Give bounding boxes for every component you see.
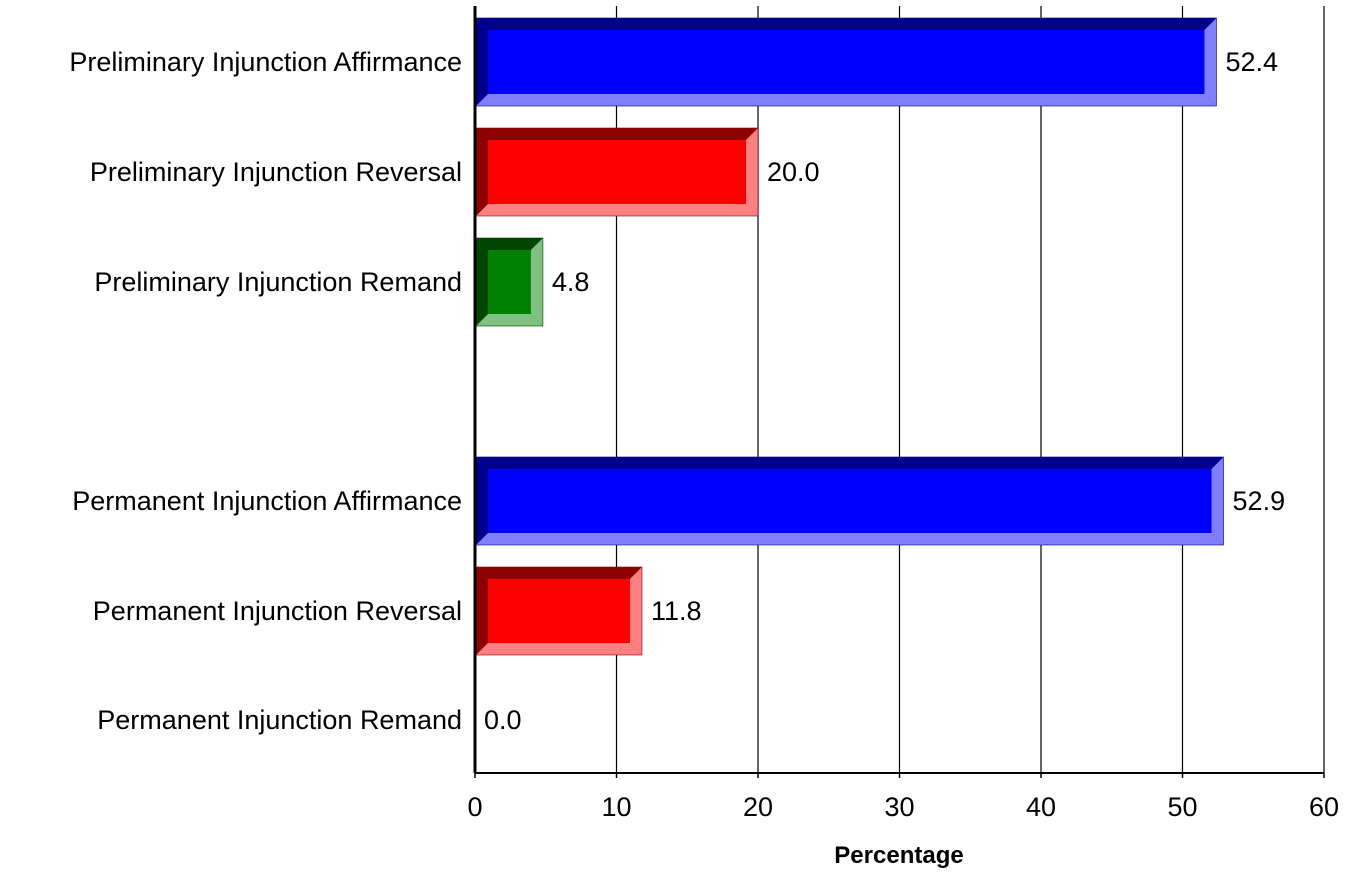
x-tick-label-20: 20 <box>743 792 773 822</box>
bar-face-permanent-injunction-affirmance <box>476 457 1224 545</box>
bar-bevel-bottom-preliminary-injunction-reversal <box>476 204 758 216</box>
gridlines <box>615 6 1325 773</box>
bar-bevel-right-permanent-injunction-reversal <box>629 567 642 655</box>
bar-face-preliminary-injunction-reversal <box>476 128 758 216</box>
bar-bevel-left-preliminary-injunction-reversal <box>476 128 488 216</box>
bars <box>475 17 1224 656</box>
x-tick-label-40: 40 <box>1026 792 1056 822</box>
category-label-permanent-injunction-reversal: Permanent Injunction Reversal <box>93 596 462 626</box>
bar-bevel-top-preliminary-injunction-reversal <box>476 128 758 140</box>
value-label-permanent-injunction-remand: 0.0 <box>484 705 522 735</box>
category-label-preliminary-injunction-affirmance: Preliminary Injunction Affirmance <box>69 47 462 77</box>
bar-bevel-bottom-permanent-injunction-affirmance <box>476 533 1224 545</box>
bar-bevel-left-preliminary-injunction-remand <box>476 238 488 326</box>
category-label-permanent-injunction-affirmance: Permanent Injunction Affirmance <box>72 486 462 516</box>
value-label-permanent-injunction-affirmance: 52.9 <box>1233 486 1286 516</box>
value-label-preliminary-injunction-remand: 4.8 <box>552 267 590 297</box>
x-tick-label-10: 10 <box>601 792 631 822</box>
category-label-permanent-injunction-remand: Permanent Injunction Remand <box>97 705 462 735</box>
bar-bevel-right-preliminary-injunction-remand <box>530 238 543 326</box>
bar-bevel-left-permanent-injunction-reversal <box>476 567 488 655</box>
bar-bevel-bottom-preliminary-injunction-remand <box>476 314 543 326</box>
bar-bevel-left-permanent-injunction-affirmance <box>476 457 488 545</box>
bar-bevel-right-preliminary-injunction-affirmance <box>1204 18 1217 106</box>
axes <box>473 6 1325 778</box>
bar-permanent-injunction-affirmance <box>475 456 1224 546</box>
x-tick-label-60: 60 <box>1309 792 1339 822</box>
category-label-preliminary-injunction-reversal: Preliminary Injunction Reversal <box>90 157 462 187</box>
bar-bevel-left-preliminary-injunction-affirmance <box>476 18 488 106</box>
bar-permanent-injunction-reversal <box>475 566 643 656</box>
bar-face-permanent-injunction-reversal <box>476 567 642 655</box>
bar-face-preliminary-injunction-affirmance <box>476 18 1217 106</box>
bar-bevel-bottom-permanent-injunction-reversal <box>476 643 642 655</box>
bar-bevel-top-preliminary-injunction-remand <box>476 238 543 250</box>
x-tick-label-50: 50 <box>1167 792 1197 822</box>
value-label-permanent-injunction-reversal: 11.8 <box>651 596 702 626</box>
value-label-preliminary-injunction-affirmance: 52.4 <box>1225 47 1278 77</box>
bar-bevel-bottom-preliminary-injunction-affirmance <box>476 94 1217 106</box>
labels: 0 10 20 30 40 50 60 Preliminary Injunction Affi… <box>69 47 1339 822</box>
x-tick-label-30: 30 <box>884 792 914 822</box>
bar-bevel-top-permanent-injunction-affirmance <box>476 457 1224 469</box>
bar-bevel-right-preliminary-injunction-reversal <box>746 128 758 216</box>
bar-preliminary-injunction-remand <box>475 237 544 327</box>
bar-bevel-top-permanent-injunction-reversal <box>476 567 642 579</box>
category-label-preliminary-injunction-remand: Preliminary Injunction Remand <box>94 267 462 297</box>
bar-bevel-right-permanent-injunction-affirmance <box>1211 457 1224 545</box>
x-tick-label-0: 0 <box>467 792 482 822</box>
value-label-preliminary-injunction-reversal: 20.0 <box>767 157 820 187</box>
bar-bevel-top-preliminary-injunction-affirmance <box>476 18 1217 30</box>
x-axis-title: Percentage <box>834 842 963 869</box>
bar-preliminary-injunction-reversal <box>475 127 759 217</box>
bar-preliminary-injunction-affirmance <box>475 17 1217 107</box>
